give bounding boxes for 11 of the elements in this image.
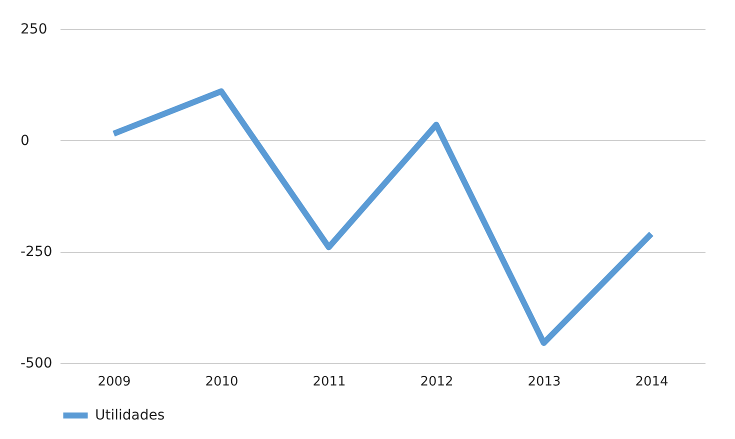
x-tick-label: 2012: [420, 374, 454, 390]
y-tick-label: 250: [20, 22, 48, 38]
x-tick-label: 2014: [635, 374, 668, 390]
x-tick-label: 2011: [312, 374, 346, 390]
legend-label: Utilidades: [95, 408, 165, 424]
y-tick-label: -500: [20, 356, 52, 372]
x-tick-label: 2013: [528, 374, 561, 390]
y-tick-label: 0: [20, 132, 30, 149]
y-tick-label: -250: [20, 244, 52, 260]
x-tick-label: 2010: [205, 374, 238, 390]
x-tick-label: 2009: [98, 374, 131, 390]
